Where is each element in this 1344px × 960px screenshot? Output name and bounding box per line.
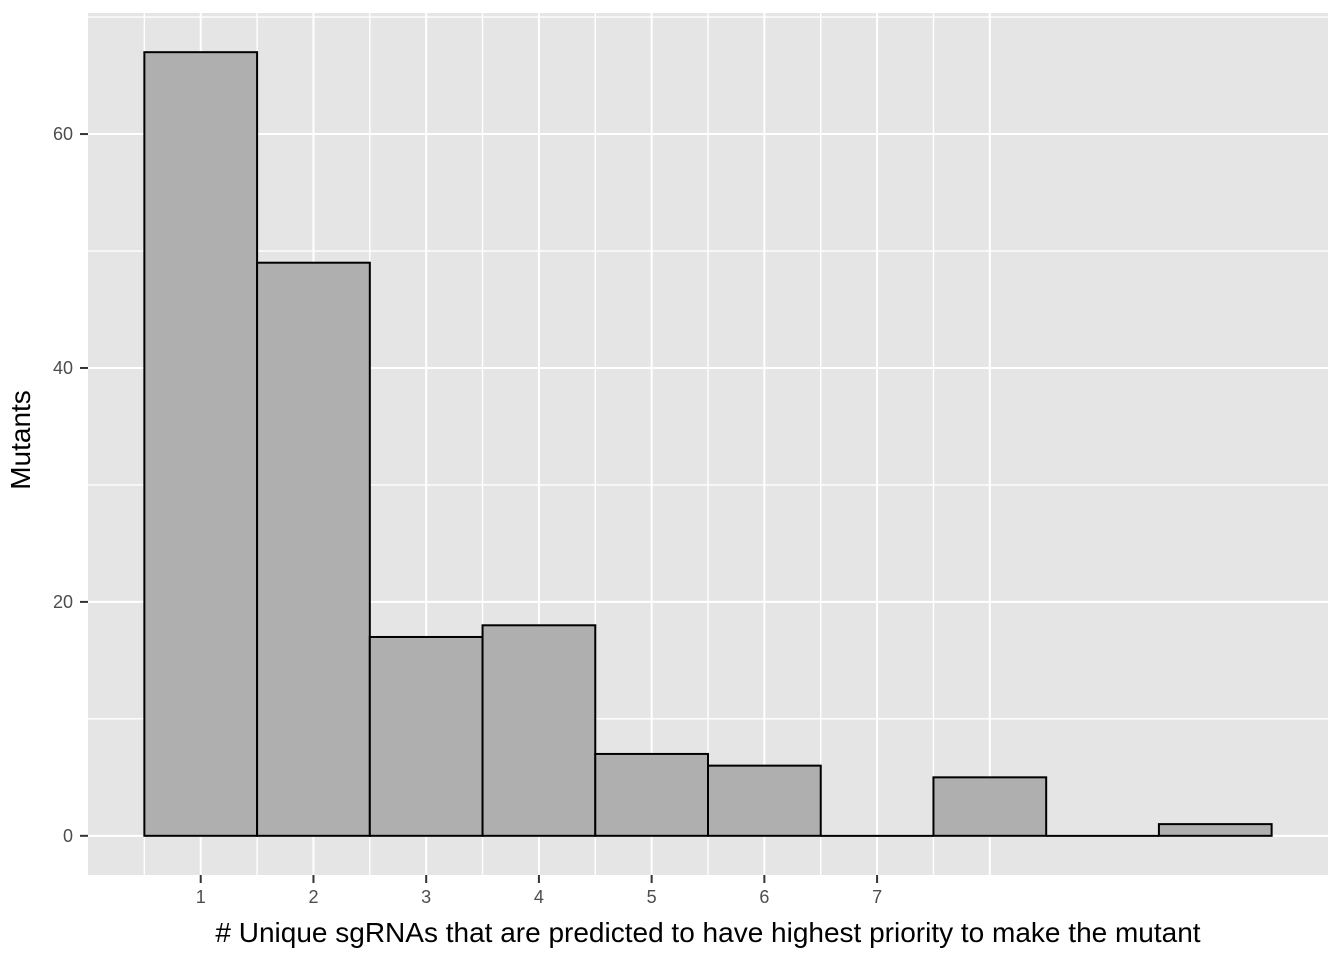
x-tick-label: 4 <box>534 887 544 907</box>
histogram-bar <box>368 635 484 837</box>
histogram-bar <box>932 776 1048 837</box>
x-tick-label: 6 <box>759 887 769 907</box>
y-axis-title: Mutants <box>5 390 36 490</box>
x-axis-title: # Unique sgRNAs that are predicted to ha… <box>215 917 1200 948</box>
histogram-bar <box>481 624 597 837</box>
x-tick-label: 3 <box>421 887 431 907</box>
x-tick-label: 1 <box>196 887 206 907</box>
histogram-bar <box>1157 823 1273 837</box>
histogram-bar <box>143 51 259 837</box>
x-tick-label: 5 <box>647 887 657 907</box>
chart-plot-area: 1 2 3 4 5 6 7 0 20 40 60 <box>53 13 1328 907</box>
x-tick-label: 2 <box>308 887 318 907</box>
histogram-bar <box>707 764 822 837</box>
histogram-bar <box>256 261 371 837</box>
y-tick-label: 60 <box>53 124 73 144</box>
y-tick-label: 0 <box>63 826 73 846</box>
histogram-bar <box>594 752 709 837</box>
y-tick-label: 20 <box>53 592 73 612</box>
y-tick-label: 40 <box>53 358 73 378</box>
x-tick-label: 7 <box>872 887 882 907</box>
